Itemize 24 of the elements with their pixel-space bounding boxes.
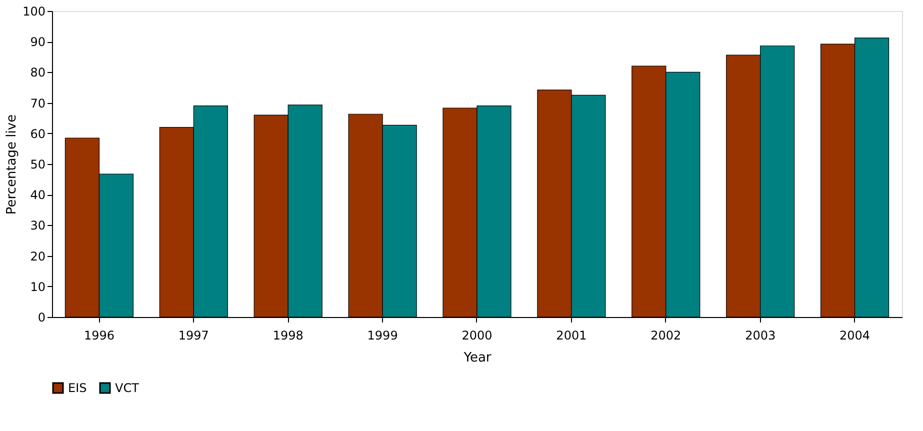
y-tick-label: 40 bbox=[30, 188, 46, 202]
x-tick-label: 1999 bbox=[367, 328, 398, 342]
x-tick-label: 2000 bbox=[462, 328, 492, 342]
y-tick-label: 60 bbox=[30, 126, 46, 141]
x-tick-label: 2004 bbox=[840, 328, 870, 342]
y-tick-label: 10 bbox=[30, 280, 46, 294]
y-tick-label: 100 bbox=[22, 4, 46, 18]
legend-label: VCT bbox=[115, 381, 140, 395]
y-tick-label: 0 bbox=[38, 310, 46, 324]
y-tick-label: 30 bbox=[30, 218, 46, 233]
x-tick-label: 2001 bbox=[556, 328, 587, 342]
y-tick-label: 90 bbox=[30, 35, 46, 50]
y-tick-label: 20 bbox=[30, 249, 46, 264]
x-tick-label: 2003 bbox=[745, 328, 776, 342]
x-tick-label: 1997 bbox=[178, 328, 209, 342]
x-axis-title: Year bbox=[462, 350, 492, 366]
x-tick-label: 1998 bbox=[272, 328, 304, 342]
y-tick-label: 50 bbox=[30, 158, 46, 172]
y-axis-title: Percentage live bbox=[4, 114, 20, 215]
x-tick-label: 2002 bbox=[650, 328, 682, 342]
y-tick-label: 70 bbox=[30, 96, 46, 110]
legend-label: EIS bbox=[68, 381, 87, 395]
x-tick-label: 1996 bbox=[84, 328, 114, 342]
y-tick-label: 80 bbox=[30, 66, 46, 80]
